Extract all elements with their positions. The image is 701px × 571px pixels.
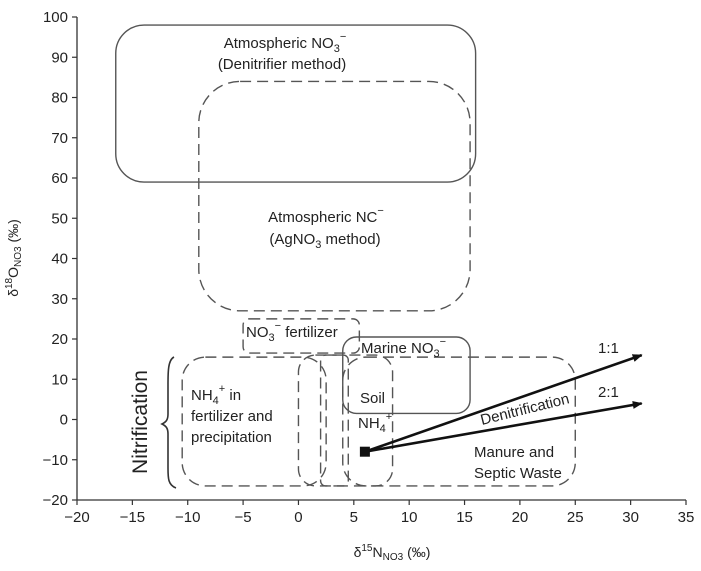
x-tick-label: −5 xyxy=(235,509,252,526)
region-3 xyxy=(242,318,361,354)
atm-agno3-label-line2: (AgNO3 method) xyxy=(269,231,380,251)
x-tick-label: 0 xyxy=(294,509,302,526)
y-tick-label: 100 xyxy=(43,9,68,26)
region-2 xyxy=(198,80,471,312)
x-tick-label: 5 xyxy=(350,509,358,526)
x-tick-label: 15 xyxy=(456,509,473,526)
regions-layer xyxy=(115,24,576,487)
nitrification-bracket xyxy=(160,356,177,489)
y-tick-label: 80 xyxy=(51,90,68,107)
y-tick-label: 30 xyxy=(51,291,68,308)
region-7 xyxy=(319,354,349,487)
nh4-fertilizer-label-line3: precipitation xyxy=(191,429,272,446)
region-8 xyxy=(342,356,576,487)
y-tick-label: −20 xyxy=(43,492,68,509)
y-tick-label: 20 xyxy=(51,331,68,348)
y-axis-title: δ18ONO3 (‰) xyxy=(4,219,24,297)
soil-nh4-label-line1: Soil xyxy=(360,390,385,407)
x-tick-label: −20 xyxy=(64,509,89,526)
atm-agno3-label-line1: Atmospheric NC− xyxy=(268,205,384,226)
y-tick-label: 40 xyxy=(51,251,68,268)
ratio-2-1-label: 2:1 xyxy=(598,384,619,401)
y-tick-label: 50 xyxy=(51,210,68,227)
x-tick-label: 20 xyxy=(512,509,529,526)
arrow-2-1 xyxy=(364,401,643,453)
y-tick-label: 0 xyxy=(60,412,68,429)
arrow-1-1 xyxy=(364,353,643,453)
soil-nh4-label-line2: NH4+ xyxy=(358,411,392,435)
region-6 xyxy=(297,354,394,487)
nh4-fertilizer-label-line1: NH4+ in xyxy=(191,383,241,407)
x-tick-label: −15 xyxy=(120,509,145,526)
y-ticks: −20 −10 0 10 20 30 40 50 60 70 80 90 100 xyxy=(43,9,77,509)
marine-no3-label: Marine NO3− xyxy=(361,336,446,360)
ratio-1-1-label: 1:1 xyxy=(598,340,619,357)
origin-square-marker xyxy=(359,446,370,457)
region-1 xyxy=(115,24,477,183)
no3-fertilizer-label: NO3− fertilizer xyxy=(246,320,338,344)
y-tick-label: 90 xyxy=(51,49,68,66)
atm-denitrifier-label-line2: (Denitrifier method) xyxy=(218,56,346,73)
nh4-fertilizer-label-line2: fertilizer and xyxy=(191,408,273,425)
x-ticks: −20 −15 −10 −5 0 5 10 15 20 25 30 35 xyxy=(64,500,694,526)
nitrification-label: Nitrification xyxy=(129,370,152,474)
x-tick-label: 30 xyxy=(622,509,639,526)
x-axis-title: δ15NNO3 (‰) xyxy=(354,543,431,563)
x-tick-label: 25 xyxy=(567,509,584,526)
x-tick-label: −10 xyxy=(175,509,200,526)
x-tick-label: 35 xyxy=(678,509,695,526)
y-tick-label: 60 xyxy=(51,170,68,187)
manure-label-line2: Septic Waste xyxy=(474,465,562,482)
atm-denitrifier-label-line1: Atmospheric NO3− xyxy=(224,31,347,55)
manure-label-line1: Manure and xyxy=(474,444,554,461)
region-5 xyxy=(181,356,327,487)
y-tick-label: 70 xyxy=(51,130,68,147)
x-tick-label: 10 xyxy=(401,509,418,526)
y-tick-label: 10 xyxy=(51,371,68,388)
y-tick-label: −10 xyxy=(43,452,68,469)
